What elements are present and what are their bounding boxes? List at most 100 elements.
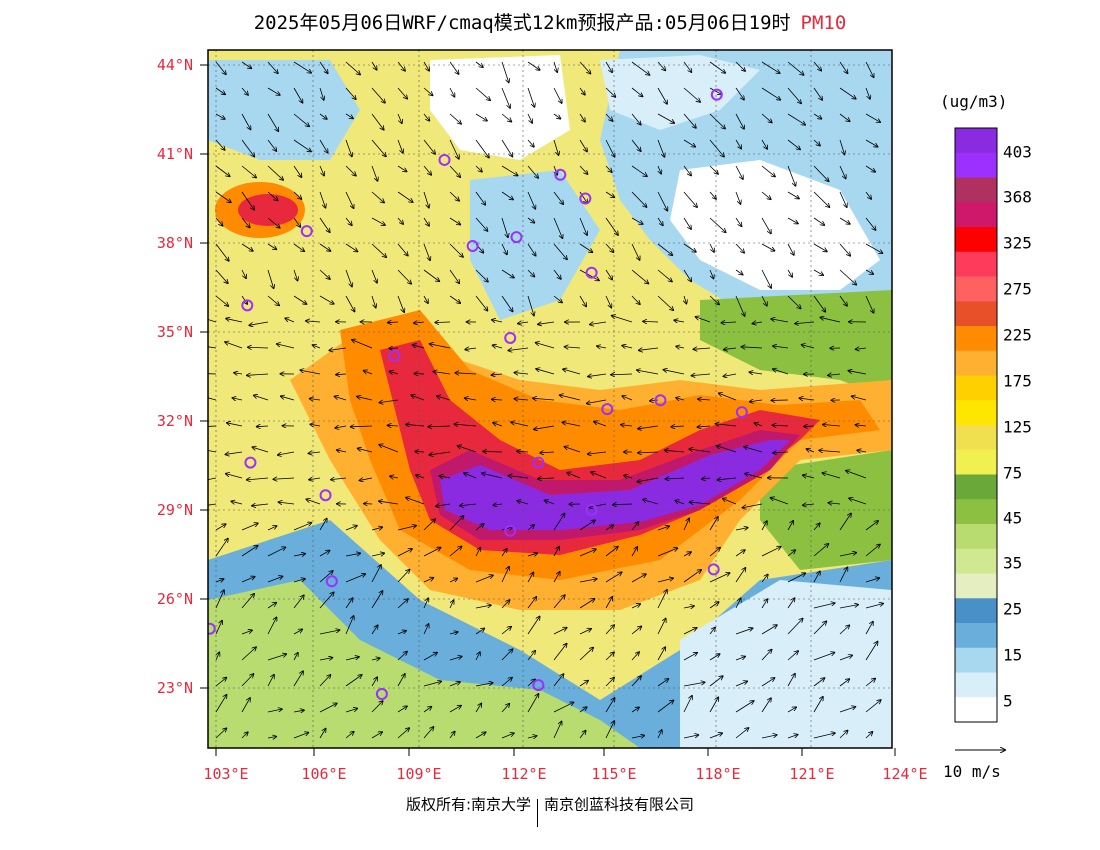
wind-vector <box>475 652 480 661</box>
wind-vector <box>397 728 409 739</box>
station-marker <box>300 225 313 238</box>
wind-vector <box>215 217 223 226</box>
wind-vector <box>639 348 659 350</box>
wind-vector <box>293 217 300 227</box>
wind-vectors <box>208 61 883 739</box>
wind-vector <box>379 399 399 403</box>
wind-vector <box>683 139 695 147</box>
wind-vector <box>631 87 643 96</box>
wind-vector <box>501 269 514 278</box>
wind-vector <box>293 554 305 556</box>
wind-vector <box>709 113 725 129</box>
wind-vector <box>335 426 347 428</box>
wind-vector <box>697 426 711 427</box>
wind-vector <box>723 499 737 505</box>
lat-label: 26°N <box>156 590 193 608</box>
wind-vector <box>293 579 305 583</box>
wind-vector <box>527 694 538 713</box>
wind-vector <box>371 139 386 156</box>
wind-vector <box>683 217 691 229</box>
lat-label: 23°N <box>156 679 193 697</box>
wind-vector <box>563 369 581 375</box>
wind-vector <box>591 472 607 479</box>
wind-vector <box>683 735 698 739</box>
wind-vector <box>306 321 321 322</box>
wind-vector <box>227 423 243 427</box>
wind-vector <box>657 730 662 739</box>
wind-vector <box>683 191 697 207</box>
wind-vector <box>345 675 362 687</box>
wind-vector <box>215 61 226 74</box>
wind-vector <box>345 87 356 99</box>
wind-vector <box>352 340 373 349</box>
wind-vector <box>761 295 767 306</box>
wind-vector <box>665 450 685 452</box>
wind-vector <box>553 269 561 279</box>
wind-vector <box>293 671 303 687</box>
station-marker <box>438 153 451 166</box>
wind-vector <box>846 471 867 479</box>
wind-vector <box>267 165 283 180</box>
wind-vector <box>813 621 826 635</box>
wind-vector <box>735 728 749 739</box>
wind-vector <box>247 374 269 375</box>
wind-vector <box>564 447 581 453</box>
wind-vector <box>319 675 330 687</box>
wind-vector <box>285 318 295 323</box>
colorbar-swatch <box>955 177 997 203</box>
wind-vector <box>267 139 276 151</box>
wind-vector <box>241 191 254 210</box>
wind-vector <box>449 269 459 283</box>
wind-vector <box>709 654 720 661</box>
wind-vector <box>215 191 231 202</box>
wind-vector <box>423 165 431 175</box>
wind-vector <box>449 217 460 225</box>
wind-vector <box>813 243 827 251</box>
wind-vector <box>257 426 269 427</box>
wind-vector <box>533 398 555 400</box>
wind-vector <box>657 139 664 157</box>
wind-vector <box>761 574 768 583</box>
wind-vector <box>293 710 304 712</box>
wind-vector <box>588 373 607 377</box>
wind-vector <box>449 87 455 97</box>
wind-vector <box>310 424 321 426</box>
wind-vector <box>803 475 815 478</box>
wind-vector <box>208 346 217 349</box>
wind-vector <box>637 477 659 482</box>
wind-vector <box>787 191 799 199</box>
wind-vector <box>475 295 488 311</box>
colorbar-swatch <box>955 425 997 451</box>
wind-vector <box>605 61 612 72</box>
wind-vector <box>336 374 347 375</box>
wind-vector <box>553 87 562 103</box>
wind-vector <box>579 191 587 203</box>
station-marker <box>579 192 592 205</box>
wind-vector <box>215 695 227 713</box>
wind-vector <box>735 61 745 71</box>
wind-vector <box>491 374 503 375</box>
wind-vector <box>839 679 849 687</box>
wind-vector <box>371 61 377 70</box>
wind-vector <box>702 478 711 479</box>
wind-vector <box>749 372 763 374</box>
wind-vector <box>717 446 737 453</box>
wind-vector <box>351 426 373 427</box>
wind-vector <box>865 165 875 172</box>
wind-vector <box>319 217 330 232</box>
wind-vector <box>527 572 533 583</box>
station-marker <box>375 688 388 701</box>
wind-vector <box>683 552 691 557</box>
wind-vector <box>724 348 737 350</box>
wind-vector <box>501 217 508 237</box>
wind-vector <box>587 399 607 404</box>
wind-vector <box>631 574 646 583</box>
colorbar-swatch <box>955 474 997 500</box>
wind-vector <box>631 191 647 207</box>
wind-vector <box>657 526 669 531</box>
wind-vector <box>605 217 618 235</box>
station-marker <box>554 168 567 181</box>
wind-vector <box>371 553 384 556</box>
wind-vector <box>215 243 229 261</box>
wind-vector <box>252 447 269 453</box>
